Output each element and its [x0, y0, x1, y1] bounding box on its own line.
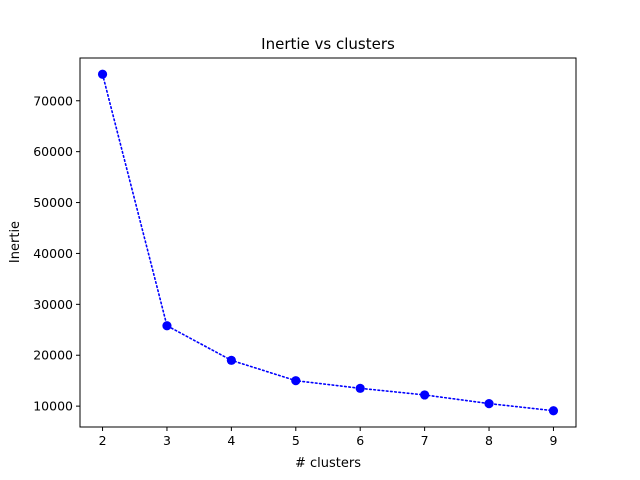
y-axis-label: Inertie — [8, 221, 23, 263]
x-tick-label-8: 8 — [485, 433, 493, 448]
data-point-2 — [97, 69, 108, 79]
data-point-5 — [291, 376, 301, 386]
series-line-0 — [101, 73, 555, 412]
data-point-6 — [355, 383, 365, 393]
data-point-9 — [548, 406, 559, 416]
x-tick-label-7: 7 — [421, 433, 429, 448]
x-tick-label-9: 9 — [549, 433, 557, 448]
y-tick-label-10000: 10000 — [33, 399, 73, 414]
x-tick-label-2: 2 — [99, 433, 107, 448]
y-tick-label-30000: 30000 — [33, 297, 73, 312]
x-axis-label: # clusters — [295, 456, 361, 471]
x-tick-label-4: 4 — [227, 433, 235, 448]
data-point-8 — [484, 398, 494, 409]
data-point-3 — [162, 321, 172, 331]
y-tick-label-40000: 40000 — [33, 246, 73, 261]
plot-frame — [79, 57, 577, 428]
y-tick-label-60000: 60000 — [33, 144, 73, 159]
data-point-7 — [420, 390, 430, 400]
data-point-4 — [226, 355, 236, 365]
x-tick-label-3: 3 — [163, 433, 171, 448]
chart-title: Inertie vs clusters — [261, 35, 395, 53]
y-tick-label-70000: 70000 — [33, 93, 73, 108]
plot-area — [97, 69, 559, 416]
y-tick-label-20000: 20000 — [33, 348, 73, 363]
y-tick-label-50000: 50000 — [33, 195, 73, 210]
x-tick-label-5: 5 — [292, 433, 300, 448]
x-tick-label-6: 6 — [356, 433, 364, 448]
